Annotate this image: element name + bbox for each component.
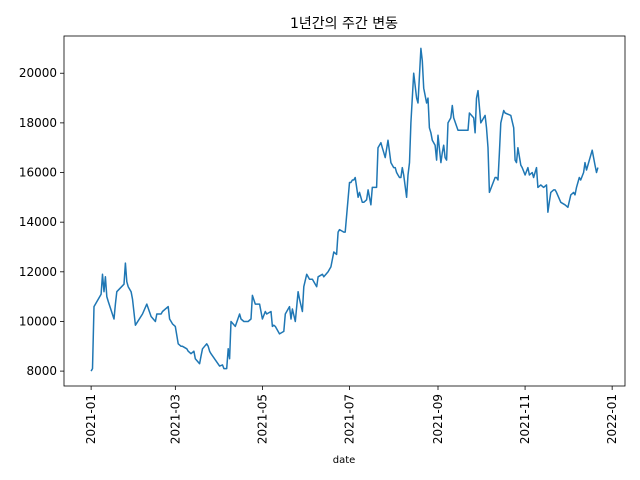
y-tick-label: 12000 [19, 265, 57, 279]
plot-area [63, 35, 626, 387]
y-tick-label: 18000 [19, 116, 57, 130]
chart-title: 1년간의 주간 변동 [290, 16, 398, 32]
x-tick-label: 2021-07 [342, 394, 356, 444]
series-line-0 [90, 47, 599, 372]
y-tick-label: 8000 [26, 364, 57, 378]
y-axis: 8000 10000 12000 14000 16000 18000 20000 [19, 66, 64, 378]
x-tick-label: 2021-03 [168, 394, 182, 444]
y-tick-label: 20000 [19, 66, 57, 80]
x-tick-label: 2021-01 [84, 394, 98, 444]
y-tick-label: 14000 [19, 215, 57, 229]
x-tick-label: 2021-11 [518, 394, 532, 444]
x-axis-title: date [333, 455, 356, 466]
y-tick-label: 10000 [19, 314, 57, 328]
y-tick-label: 16000 [19, 166, 57, 180]
x-tick-label: 2021-05 [255, 394, 269, 444]
x-axis: 2021-01 2021-03 2021-05 2021-07 2021-09 2021-… [84, 386, 619, 444]
x-tick-label: 2021-09 [431, 394, 445, 444]
axes-frame [63, 35, 626, 387]
x-tick-label: 2022-01 [605, 394, 619, 444]
